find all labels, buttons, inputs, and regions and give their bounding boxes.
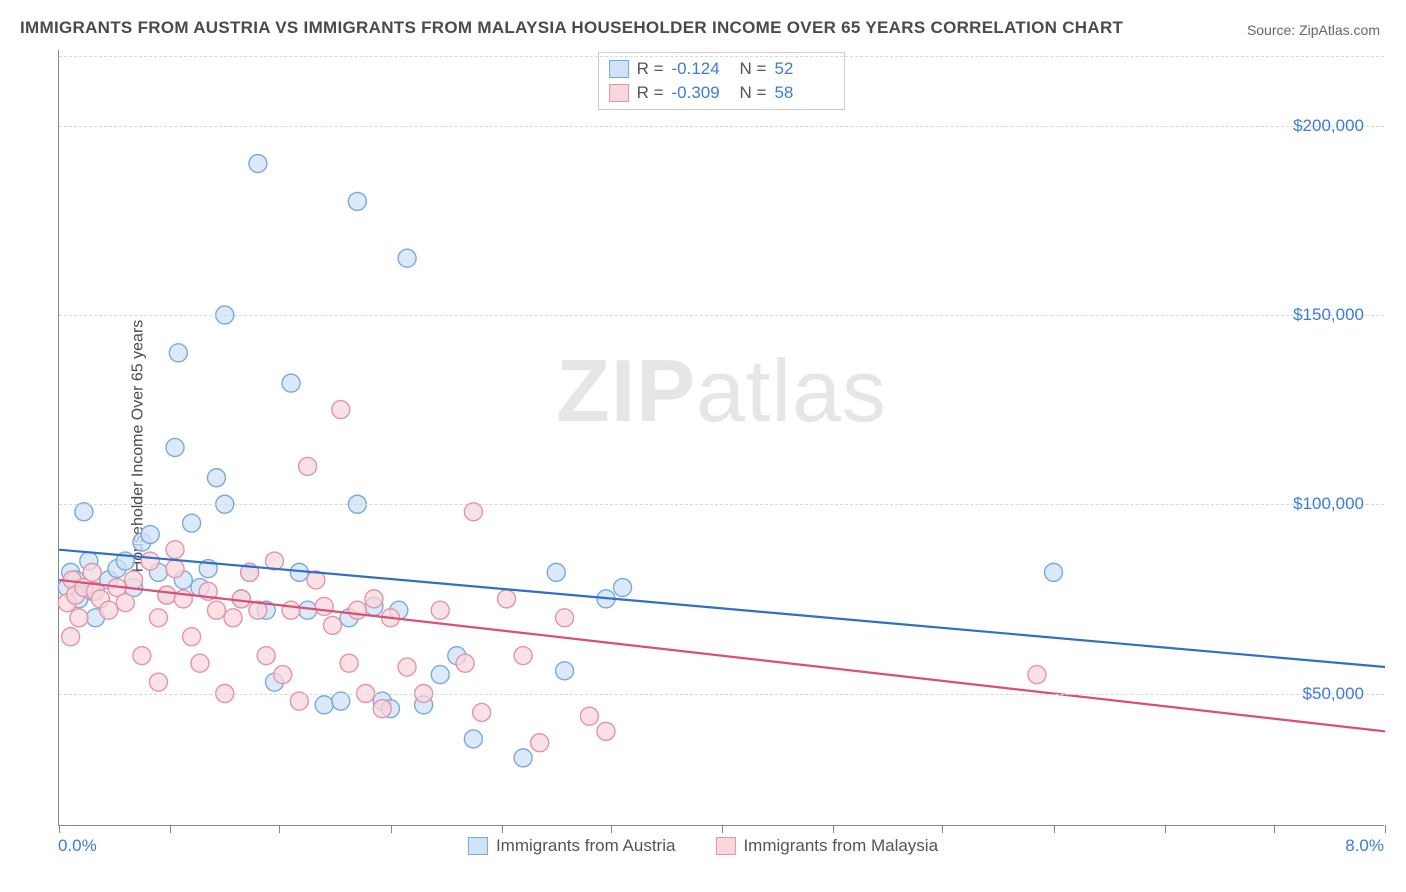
series-legend: Immigrants from Austria Immigrants from … [468,836,938,856]
data-point [464,503,482,521]
data-point [456,654,474,672]
data-point [365,590,383,608]
data-point [373,700,391,718]
data-point [1045,563,1063,581]
x-tick [170,825,171,833]
data-point [83,563,101,581]
legend-item-malaysia: Immigrants from Malaysia [715,836,938,856]
data-point [299,601,317,619]
data-point [100,601,118,619]
data-point [207,601,225,619]
plot-area: ZIPatlas R = -0.124 N = 52 R = -0.309 N … [58,50,1384,826]
data-point [323,616,341,634]
data-point [431,601,449,619]
data-point [332,692,350,710]
data-point [62,628,80,646]
data-point [257,647,275,665]
data-point [556,609,574,627]
x-max-label: 8.0% [1345,836,1384,856]
data-point [299,457,317,475]
data-point [498,590,516,608]
x-tick [59,825,60,833]
swatch-malaysia [715,837,735,855]
x-tick [279,825,280,833]
data-point [531,734,549,752]
data-point [232,590,250,608]
data-point [514,647,532,665]
data-point [514,749,532,767]
y-tick-label: $100,000 [1293,494,1364,514]
data-point [290,692,308,710]
x-tick [1054,825,1055,833]
data-point [149,673,167,691]
data-point [166,560,184,578]
data-point [348,192,366,210]
y-tick-label: $50,000 [1303,684,1364,704]
data-point [116,594,134,612]
x-tick [391,825,392,833]
data-point [614,579,632,597]
x-tick [1385,825,1386,833]
data-point [141,526,159,544]
data-point [398,249,416,267]
data-point [580,707,598,725]
y-tick-label: $200,000 [1293,116,1364,136]
data-point [75,503,93,521]
data-point [149,609,167,627]
y-tick-label: $150,000 [1293,305,1364,325]
data-point [332,401,350,419]
gridline [59,504,1384,505]
data-point [166,541,184,559]
chart-title: IMMIGRANTS FROM AUSTRIA VS IMMIGRANTS FR… [20,18,1123,38]
data-point [133,647,151,665]
x-tick [833,825,834,833]
data-point [348,601,366,619]
x-tick [1165,825,1166,833]
data-point [431,666,449,684]
data-point [473,703,491,721]
gridline [59,56,1384,57]
data-point [274,666,292,684]
data-point [1028,666,1046,684]
x-tick [722,825,723,833]
data-point [141,552,159,570]
data-point [166,438,184,456]
data-point [315,696,333,714]
gridline [59,126,1384,127]
data-point [597,722,615,740]
gridline [59,694,1384,695]
data-point [183,628,201,646]
data-point [249,155,267,173]
data-point [282,601,300,619]
data-point [547,563,565,581]
data-point [224,609,242,627]
data-point [340,654,358,672]
data-point [158,586,176,604]
legend-label-austria: Immigrants from Austria [496,836,676,856]
scatter-svg [59,50,1384,825]
data-point [125,571,143,589]
x-min-label: 0.0% [58,836,97,856]
data-point [315,597,333,615]
source-label: Source: ZipAtlas.com [1247,22,1380,38]
legend-label-malaysia: Immigrants from Malaysia [743,836,938,856]
x-tick [502,825,503,833]
data-point [183,514,201,532]
data-point [70,609,88,627]
swatch-austria [468,837,488,855]
x-tick [942,825,943,833]
x-tick [611,825,612,833]
gridline [59,315,1384,316]
data-point [169,344,187,362]
data-point [282,374,300,392]
data-point [191,654,209,672]
data-point [556,662,574,680]
data-point [464,730,482,748]
data-point [207,469,225,487]
legend-item-austria: Immigrants from Austria [468,836,676,856]
data-point [398,658,416,676]
x-tick [1274,825,1275,833]
